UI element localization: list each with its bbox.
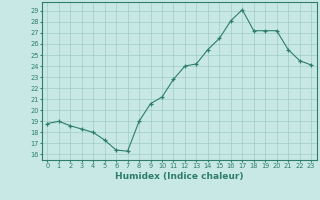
X-axis label: Humidex (Indice chaleur): Humidex (Indice chaleur): [115, 172, 244, 181]
